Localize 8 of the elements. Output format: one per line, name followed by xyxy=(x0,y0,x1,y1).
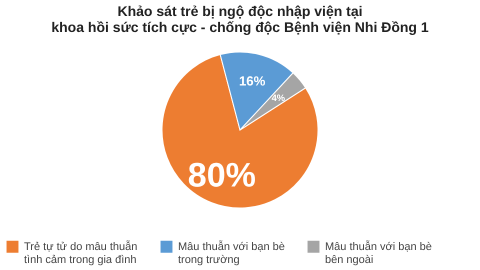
data-label: 80% xyxy=(188,156,256,195)
legend-label: Mâu thuẫn với bạn bè bên ngoài xyxy=(325,240,432,266)
chart-title: Khảo sát trẻ bị ngộ độc nhập viện tại khoa hồi sức tích cực - chống độc Bệnh viện Nhi Đồng 1 xyxy=(51,3,429,35)
legend-label: Trẻ tự tử do mâu thuẫn tình cảm trong gia đình xyxy=(24,240,138,266)
pie-slice xyxy=(162,54,318,208)
data-label: 4% xyxy=(272,92,286,103)
legend-label: Mâu thuẫn với bạn bè trong trường xyxy=(178,240,285,266)
data-label: 16% xyxy=(238,74,266,89)
